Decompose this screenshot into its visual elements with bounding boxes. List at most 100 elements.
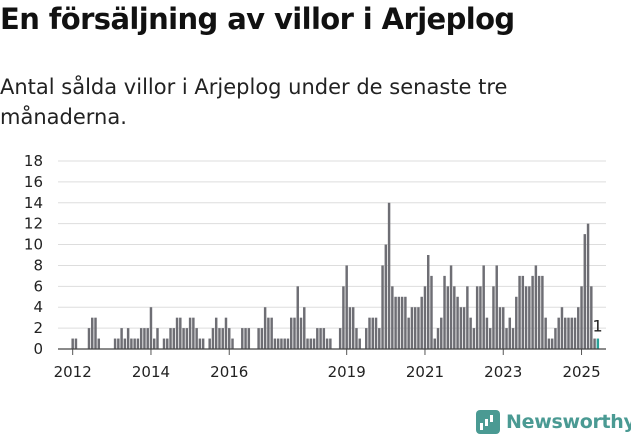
y-tick-label: 0: [33, 340, 43, 358]
newsworthy-logo-text: Newsworthy: [506, 411, 631, 433]
bar: [273, 338, 277, 349]
bar: [537, 275, 541, 349]
bar: [247, 328, 251, 349]
bar: [511, 328, 515, 349]
bar: [270, 317, 273, 349]
bar: [593, 338, 596, 349]
bar: [152, 338, 156, 349]
bar: [378, 328, 381, 349]
bar: [358, 338, 361, 349]
bar: [241, 328, 244, 349]
y-tick-label: 18: [24, 152, 43, 170]
bar: [94, 317, 97, 349]
bar: [365, 328, 368, 349]
bar: [433, 338, 436, 349]
bar: [263, 307, 267, 349]
bar: [446, 286, 450, 349]
bar: [260, 328, 264, 349]
y-tick-label: 14: [24, 194, 43, 212]
bar: [280, 338, 283, 349]
bar: [338, 328, 342, 349]
bar: [188, 317, 192, 349]
bar: [166, 338, 169, 349]
bar: [221, 328, 224, 349]
bar: [211, 328, 215, 349]
bar: [91, 317, 94, 349]
highlight-bar: [596, 338, 600, 349]
bar: [488, 328, 492, 349]
bar: [87, 328, 91, 349]
bar: [495, 265, 498, 349]
bar: [397, 296, 401, 349]
bar: [541, 275, 544, 349]
bar: [113, 338, 117, 349]
bar: [469, 317, 472, 349]
bar: [198, 338, 202, 349]
bar: [420, 296, 423, 349]
x-tick-label: 2023: [484, 363, 522, 381]
bar: [143, 328, 146, 349]
bar: [580, 286, 583, 349]
page-subtitle: Antal sålda villor i Arjeplog under de s…: [0, 75, 508, 129]
bar: [590, 286, 593, 349]
bar: [123, 338, 127, 349]
bar: [201, 338, 205, 349]
bar: [182, 328, 185, 349]
bar: [521, 275, 525, 349]
bar: [224, 317, 228, 349]
bar: [172, 328, 176, 349]
bar: [175, 317, 179, 349]
bar: [531, 275, 534, 349]
bar: [228, 328, 231, 349]
bar: [459, 307, 463, 349]
y-tick-label: 4: [33, 298, 43, 316]
y-tick-label: 2: [33, 319, 43, 337]
bar: [306, 338, 309, 349]
y-tick-label: 8: [33, 256, 43, 274]
bar: [557, 317, 560, 349]
bar: [329, 338, 332, 349]
bar: [547, 338, 551, 349]
bar: [322, 328, 326, 349]
bar: [286, 338, 290, 349]
bar: [384, 244, 388, 349]
bar: [342, 286, 345, 349]
bar: [289, 317, 293, 349]
bar: [391, 286, 394, 349]
bar: [515, 296, 518, 349]
bar: [345, 265, 348, 349]
bar: [567, 317, 570, 349]
bar: [453, 286, 456, 349]
bar: [550, 338, 554, 349]
bar: [169, 328, 172, 349]
bar: [149, 307, 153, 349]
bar: [192, 317, 195, 349]
bar: [462, 307, 466, 349]
bar: [466, 286, 469, 349]
highlight-value-label: 1: [593, 317, 603, 336]
bar: [472, 328, 476, 349]
bar: [410, 307, 414, 349]
bar: [74, 338, 78, 349]
bar: [407, 317, 410, 349]
bar: [502, 307, 505, 349]
bar: [97, 338, 101, 349]
bar: [267, 317, 270, 349]
bar: [430, 275, 433, 349]
bar: [133, 338, 136, 349]
bar: [185, 328, 189, 349]
bar: [117, 338, 120, 349]
bar: [136, 338, 140, 349]
bar: [130, 338, 133, 349]
bar: [508, 317, 512, 349]
bar: [560, 307, 564, 349]
bar: [303, 307, 306, 349]
bar: [544, 317, 547, 349]
bar: [404, 296, 407, 349]
bar: [475, 286, 479, 349]
y-tick-label: 12: [24, 215, 43, 233]
bar: [381, 265, 384, 349]
bar: [351, 307, 355, 349]
bar: [195, 328, 198, 349]
